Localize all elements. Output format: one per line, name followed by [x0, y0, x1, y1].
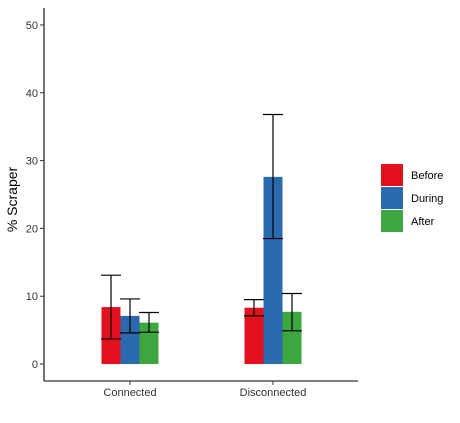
legend-label-during: During [411, 193, 443, 205]
bar-after-connected [139, 322, 159, 365]
y-tick-label: 40 [26, 88, 38, 100]
y-axis-title: % Scraper [4, 166, 20, 232]
error-bar-after-disconnected [282, 292, 302, 332]
y-tick-label: 50 [26, 20, 38, 32]
y-tick-label: 10 [26, 291, 38, 303]
error-bar-before-disconnected [244, 299, 264, 317]
legend-label-after: After [411, 216, 435, 228]
x-tick-label: Connected [103, 387, 156, 399]
legend-key-before [381, 164, 403, 186]
error-bar-during-disconnected [263, 113, 283, 240]
bar-during-disconnected [263, 176, 283, 365]
legend-label-before: Before [411, 170, 443, 182]
legend-key-after [381, 210, 403, 232]
x-axis-ticks: Connected Disconnected [103, 381, 306, 399]
legend: Before During After [381, 164, 443, 232]
y-tick-label: 30 [26, 156, 38, 168]
plot-area [101, 113, 302, 365]
error-bar-during-connected [120, 298, 140, 334]
bar-before-disconnected [244, 307, 264, 365]
error-bar-before-connected [101, 274, 121, 340]
y-axis-ticks: 0 10 20 30 40 50 [26, 20, 44, 371]
y-tick-label: 20 [26, 223, 38, 235]
x-tick-label: Disconnected [240, 387, 307, 399]
y-tick-label: 0 [32, 359, 38, 371]
legend-key-during [381, 187, 403, 209]
bar-after-disconnected [282, 311, 302, 365]
bar-during-connected [120, 315, 140, 365]
error-bar-after-connected [139, 311, 159, 333]
